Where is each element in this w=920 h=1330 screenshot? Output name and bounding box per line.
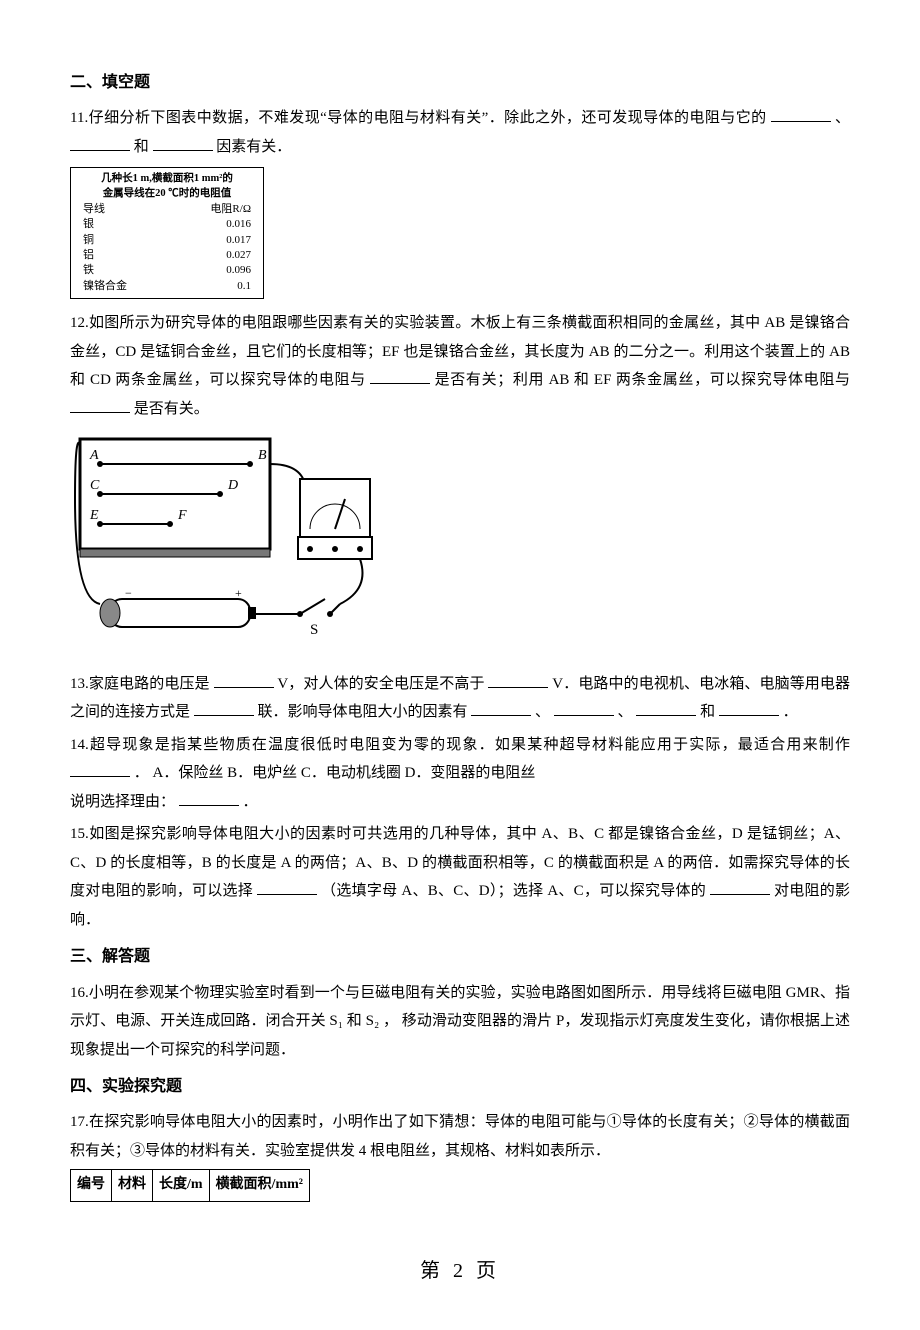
q13-e: 和 <box>700 704 715 720</box>
q11-blank-2[interactable] <box>70 135 130 151</box>
q13-a: 13.家庭电路的电压是 <box>70 676 210 692</box>
q14-a: 14.超导现象是指某些物质在温度很低时电阻变为零的现象．如果某种超导材料能应用于… <box>70 737 850 753</box>
q11-text-d: 因素有关． <box>216 139 291 155</box>
table-row: 铝 0.027 <box>77 248 257 263</box>
q15-blank-2[interactable] <box>710 879 770 895</box>
q13-blank-3[interactable] <box>194 700 254 716</box>
cell: 0.027 <box>226 248 251 263</box>
label-F: F <box>177 508 187 523</box>
q11-blank-3[interactable] <box>153 135 213 151</box>
q13-sep1: 、 <box>535 704 550 720</box>
label-E: E <box>89 508 99 523</box>
table-title-1: 几种长1 m,横截面积1 mm²的 <box>77 172 257 187</box>
wire-spec-table: 编号 材料 长度/m 横截面积/mm² <box>70 1169 310 1202</box>
q17-a: 17.在探究影响导体电阻大小的因素时，小明作出了如下猜想：导体的电阻可能与①导体… <box>70 1114 850 1159</box>
cell: 0.017 <box>226 233 251 248</box>
q16-a: 16.小明在参观某个物理实验室时看到一个与巨磁电阻有关的实验，实验电路图如图所示… <box>70 985 850 1058</box>
label-D: D <box>227 478 238 493</box>
section-2-heading: 二、填空题 <box>70 68 850 98</box>
section-4-heading: 四、实验探究题 <box>70 1072 850 1102</box>
label-A: A <box>89 448 99 463</box>
cell: 0.016 <box>226 217 251 232</box>
question-14: 14.超导现象是指某些物质在温度很低时电阻变为零的现象．如果某种超导材料能应用于… <box>70 731 850 817</box>
question-15: 15.如图是探究影响导体电阻大小的因素时可共选用的几种导体，其中 A、B、C 都… <box>70 820 850 934</box>
table-row: 铁 0.096 <box>77 263 257 278</box>
q14-blank-1[interactable] <box>70 761 130 777</box>
q15-blank-1[interactable] <box>257 879 317 895</box>
question-16: 16.小明在参观某个物理实验室时看到一个与巨磁电阻有关的实验，实验电路图如图所示… <box>70 979 850 1065</box>
q14-b: ． A．保险丝 B．电炉丝 C．电动机线圈 D．变阻器的电阻丝 <box>134 765 536 781</box>
th-3: 长度/m <box>153 1170 210 1202</box>
col1: 导线 <box>83 202 105 217</box>
table-row: 银 0.016 <box>77 217 257 232</box>
q11-text-b: 、 <box>835 110 850 126</box>
cell: 铜 <box>83 233 94 248</box>
table-row: 镍铬合金 0.1 <box>77 279 257 294</box>
q13-f: ． <box>783 704 798 720</box>
label-B: B <box>258 448 267 463</box>
col2: 电阻R/Ω <box>210 202 251 217</box>
q13-blank-1[interactable] <box>214 672 274 688</box>
minus-icon: − <box>125 586 132 600</box>
q11-blank-1[interactable] <box>771 106 831 122</box>
plus-icon: + <box>235 586 242 600</box>
q12-figure: A B C D E F + − S <box>70 429 850 660</box>
q11-text-c: 和 <box>134 139 149 155</box>
table-row: 铜 0.017 <box>77 233 257 248</box>
circuit-diagram-icon: A B C D E F + − S <box>70 429 390 649</box>
q13-blank-6[interactable] <box>636 700 696 716</box>
table-header-row: 导线 电阻R/Ω <box>77 202 257 217</box>
cell: 铝 <box>83 248 94 263</box>
question-13: 13.家庭电路的电压是 V，对人体的安全电压是不高于 V．电路中的电视机、电冰箱… <box>70 670 850 727</box>
q12-blank-2[interactable] <box>70 397 130 413</box>
cell: 0.1 <box>237 279 251 294</box>
question-17: 17.在探究影响导体电阻大小的因素时，小明作出了如下猜想：导体的电阻可能与①导体… <box>70 1108 850 1165</box>
cell: 铁 <box>83 263 94 278</box>
q12-text-b: 是否有关；利用 AB 和 EF 两条金属丝，可以探究导体电阻与 <box>435 372 850 388</box>
q12-blank-1[interactable] <box>370 368 430 384</box>
cell: 银 <box>83 217 94 232</box>
section-3-heading: 三、解答题 <box>70 942 850 972</box>
cell: 0.096 <box>226 263 251 278</box>
table-title-2: 金属导线在20 ℃时的电阻值 <box>77 187 257 202</box>
th-1: 编号 <box>71 1170 112 1202</box>
q13-blank-4[interactable] <box>471 700 531 716</box>
q13-sep2: 、 <box>618 704 633 720</box>
question-12: 12.如图所示为研究导体的电阻跟哪些因素有关的实验装置。木板上有三条横截面积相同… <box>70 309 850 423</box>
label-S: S <box>310 622 318 638</box>
cell: 镍铬合金 <box>83 279 127 294</box>
q14-d: ． <box>243 794 258 810</box>
q13-blank-7[interactable] <box>719 700 779 716</box>
q13-blank-5[interactable] <box>554 700 614 716</box>
q12-text-c: 是否有关。 <box>134 401 209 417</box>
table-header-row: 编号 材料 长度/m 横截面积/mm² <box>71 1170 310 1202</box>
q13-d: 联．影响导体电阻大小的因素有 <box>258 704 468 720</box>
resistivity-table: 几种长1 m,横截面积1 mm²的 金属导线在20 ℃时的电阻值 导线 电阻R/… <box>70 167 264 299</box>
page-footer: 第 2 页 <box>70 1252 850 1290</box>
label-C: C <box>90 478 100 493</box>
q11-table-box: 几种长1 m,横截面积1 mm²的 金属导线在20 ℃时的电阻值 导线 电阻R/… <box>70 167 850 299</box>
th-2: 材料 <box>112 1170 153 1202</box>
q15-b: （选填字母 A、B、C、D）；选择 A、C，可以探究导体的 <box>321 883 706 899</box>
q13-b: V，对人体的安全电压是不高于 <box>277 676 484 692</box>
q13-blank-2[interactable] <box>488 672 548 688</box>
question-11: 11.仔细分析下图表中数据，不难发现“导体的电阻与材料有关”．除此之外，还可发现… <box>70 104 850 161</box>
q11-text-a: 11.仔细分析下图表中数据，不难发现“导体的电阻与材料有关”．除此之外，还可发现… <box>70 110 767 126</box>
q14-c: 说明选择理由： <box>70 794 175 810</box>
th-4: 横截面积/mm² <box>209 1170 309 1202</box>
q14-blank-2[interactable] <box>179 790 239 806</box>
